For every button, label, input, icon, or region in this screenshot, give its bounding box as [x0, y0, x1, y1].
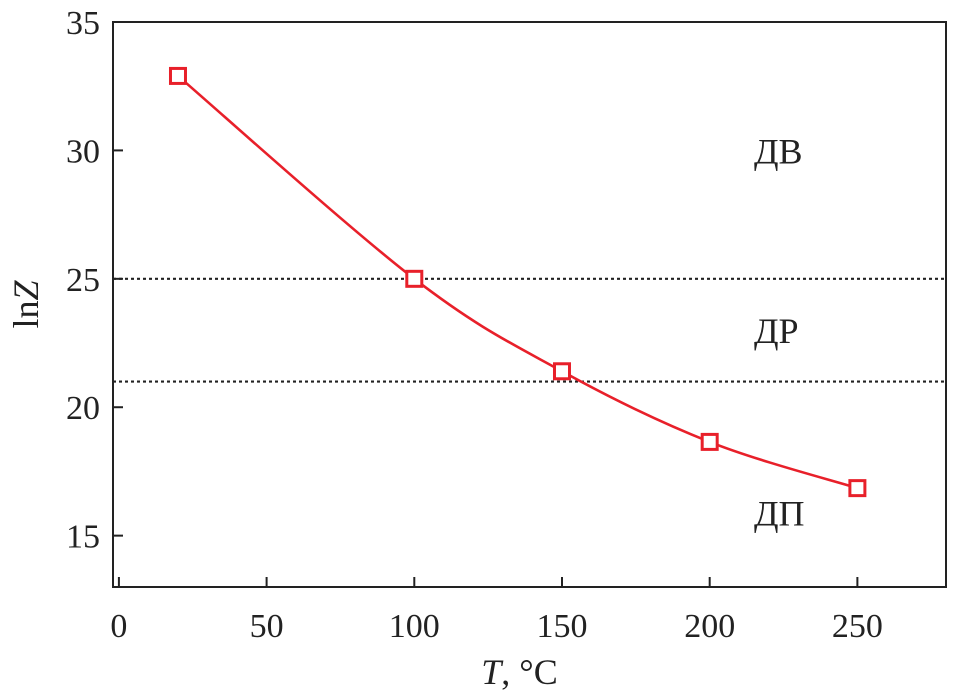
- y-axis-ticks: 15 20 25 30 35: [66, 5, 123, 556]
- data-point: [700, 432, 719, 451]
- data-point: [552, 362, 571, 381]
- x-tick-label: 50: [250, 608, 284, 645]
- y-tick-label: 20: [66, 390, 100, 427]
- region-label: ДП: [754, 494, 805, 534]
- x-tick-label: 0: [110, 608, 127, 645]
- x-tick-label: 200: [684, 608, 735, 645]
- data-point: [168, 66, 187, 85]
- y-axis-title: lnZ: [6, 280, 46, 329]
- x-axis-ticks: 0 50 100 150 200 250: [110, 577, 883, 645]
- series-curve: [177, 74, 858, 490]
- series-markers: [168, 66, 867, 498]
- x-tick-label: 250: [832, 608, 883, 645]
- x-tick-label: 150: [536, 608, 587, 645]
- plot-frame: [112, 21, 947, 588]
- y-tick-label: 35: [66, 5, 100, 42]
- ref-lines: [113, 277, 946, 383]
- region-annotations: ДВ ДР ДП: [754, 131, 805, 533]
- y-tick-label: 25: [66, 262, 100, 299]
- data-point: [405, 269, 424, 288]
- x-axis-title: T, °C: [481, 652, 557, 692]
- y-tick-label: 30: [66, 133, 100, 170]
- x-tick-label: 100: [389, 608, 440, 645]
- region-label: ДВ: [754, 131, 803, 171]
- region-label: ДР: [754, 311, 799, 351]
- y-tick-label: 15: [66, 519, 100, 556]
- data-point: [848, 479, 867, 498]
